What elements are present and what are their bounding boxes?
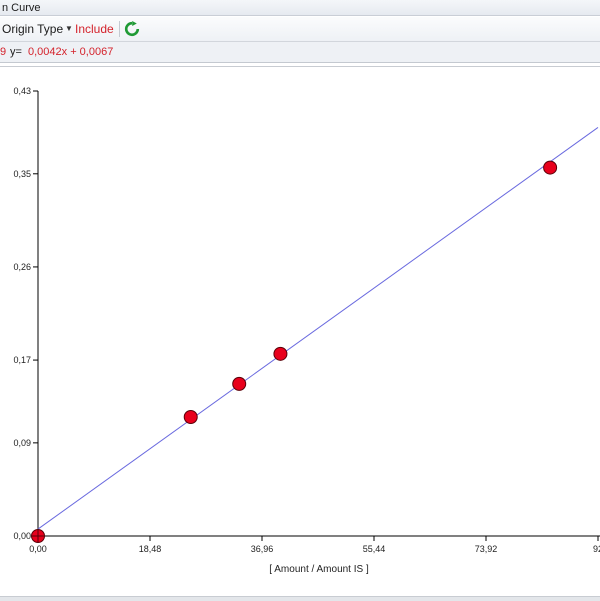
status-border bbox=[0, 596, 600, 601]
y-tick-label: 0,09 bbox=[13, 438, 31, 448]
equation-bar: 9 y= 0,0042x + 0,0067 bbox=[0, 42, 600, 63]
fit-line-group bbox=[37, 127, 599, 530]
data-point bbox=[543, 160, 558, 175]
y-tick-label: 0,17 bbox=[13, 355, 31, 365]
y-tick-label: 0,35 bbox=[13, 169, 31, 179]
x-tick-label: 92 bbox=[593, 544, 600, 554]
data-point bbox=[232, 376, 247, 391]
y-tick-label: 0,26 bbox=[13, 262, 31, 272]
origin-value[interactable]: Include bbox=[75, 22, 114, 36]
calibration-chart: 0,00 0,09 0,17 0,26 0,35 0,43 0,00 18,48 36,96 55… bbox=[13, 86, 600, 575]
ticks: 0,00 0,09 0,17 0,26 0,35 0,43 0,00 18,48 36,96 55… bbox=[13, 86, 600, 554]
y-tick-label: 0,00 bbox=[13, 531, 31, 541]
x-tick-label: 73,92 bbox=[475, 544, 498, 554]
equation-label: y= bbox=[10, 46, 22, 58]
y-tick-label: 0,43 bbox=[13, 86, 31, 96]
refresh-icon[interactable] bbox=[124, 21, 140, 37]
plot-top-border bbox=[0, 66, 600, 67]
axes bbox=[37, 91, 600, 537]
x-tick-label: 36,96 bbox=[251, 544, 274, 554]
equation-value: 0,0042x + 0,0067 bbox=[28, 46, 114, 58]
data-point bbox=[273, 346, 288, 361]
equation-fragment: 9 bbox=[0, 46, 7, 58]
window-title: n Curve bbox=[0, 0, 600, 16]
origin-type-dropdown[interactable]: Origin Type bbox=[2, 22, 64, 36]
x-tick-label: 0,00 bbox=[29, 544, 47, 554]
fit-line bbox=[37, 127, 599, 530]
chevron-down-icon[interactable]: ▼ bbox=[65, 24, 73, 33]
toolbar: Origin Type ▼ Include bbox=[0, 17, 600, 42]
toolbar-separator bbox=[119, 21, 120, 37]
points-group bbox=[31, 160, 558, 543]
data-point bbox=[183, 409, 198, 424]
x-tick-label: 18,48 bbox=[139, 544, 162, 554]
x-tick-label: 55,44 bbox=[363, 544, 386, 554]
x-axis-label: [ Amount / Amount IS ] bbox=[269, 564, 369, 575]
